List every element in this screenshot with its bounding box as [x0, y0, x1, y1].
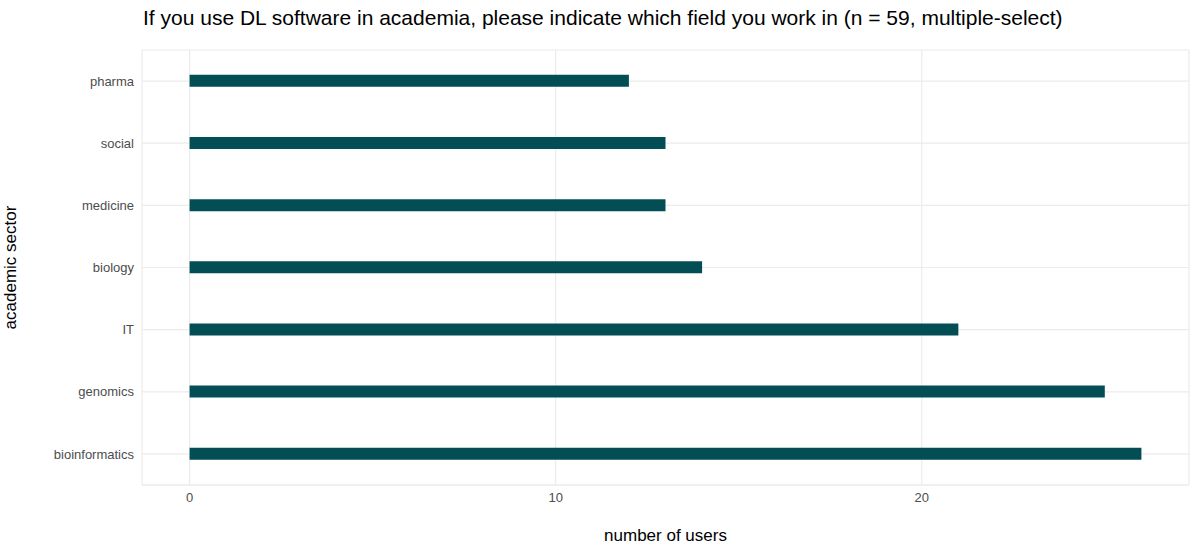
- svg-text:10: 10: [548, 490, 562, 505]
- svg-text:medicine: medicine: [82, 198, 134, 213]
- svg-text:number of users: number of users: [604, 526, 727, 545]
- svg-text:pharma: pharma: [90, 74, 135, 89]
- svg-text:social: social: [101, 136, 134, 151]
- svg-text:20: 20: [915, 490, 929, 505]
- svg-text:0: 0: [186, 490, 193, 505]
- svg-text:academic sector: academic sector: [8, 205, 20, 329]
- svg-text:IT: IT: [122, 322, 134, 337]
- svg-text:biology: biology: [93, 260, 135, 275]
- svg-text:genomics: genomics: [78, 384, 134, 399]
- svg-text:bioinformatics: bioinformatics: [54, 447, 135, 462]
- html-text:If you use DL software in acad: If you use DL software in academia, plea…: [143, 6, 1063, 29]
